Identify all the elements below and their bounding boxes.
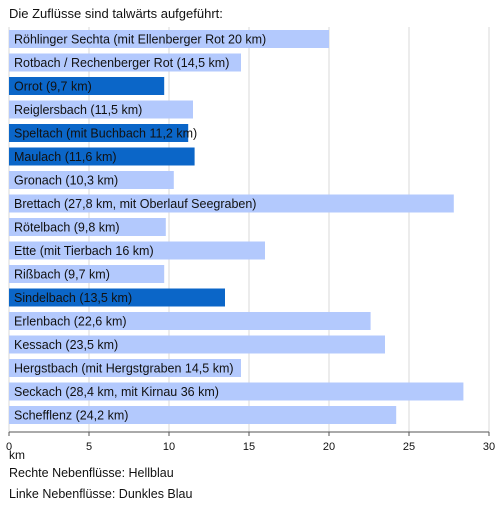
bar-label: Maulach (11,6 km) xyxy=(14,150,117,164)
bar-label: Schefflenz (24,2 km) xyxy=(14,409,128,423)
x-tick-label: 0 xyxy=(6,441,12,453)
bar-label: Sindelbach (13,5 km) xyxy=(14,291,132,305)
x-tick-label: 10 xyxy=(163,441,175,453)
x-tick-label: 15 xyxy=(243,441,255,453)
bar-labels: Röhlinger Sechta (mit Ellenberger Rot 20… xyxy=(14,33,266,423)
bar-label: Reiglersbach (11,5 km) xyxy=(14,103,142,117)
bar xyxy=(9,218,166,236)
x-tick-label: 25 xyxy=(403,441,415,453)
bar xyxy=(9,77,165,95)
bar xyxy=(9,265,165,283)
x-tick-label: 5 xyxy=(86,441,92,453)
bar-label: Erlenbach (22,6 km) xyxy=(14,315,127,329)
bar-label: Rotbach / Rechenberger Rot (14,5 km) xyxy=(14,56,229,70)
bar-label: Seckach (28,4 km, mit Kirnau 36 km) xyxy=(14,385,219,399)
bar xyxy=(9,312,371,330)
bar xyxy=(9,100,193,119)
x-axis-label: km xyxy=(9,448,25,462)
bar-label: Röhlinger Sechta (mit Ellenberger Rot 20… xyxy=(14,33,266,47)
bar xyxy=(9,241,265,260)
bar-label: Speltach (mit Buchbach 11,2 km) xyxy=(14,127,197,141)
bar xyxy=(9,288,225,307)
bar xyxy=(9,30,329,48)
bar-label: Brettach (27,8 km, mit Oberlauf Seegrabe… xyxy=(14,197,256,211)
bar xyxy=(9,335,385,354)
x-tick-label: 30 xyxy=(483,441,495,453)
bar-label: Rißbach (9,7 km) xyxy=(14,268,110,282)
bar xyxy=(9,382,464,401)
bar-label: Ette (mit Tierbach 16 km) xyxy=(14,244,154,258)
chart-title: Die Zuflüsse sind talwärts aufgeführt: xyxy=(9,6,223,21)
bar-label: Kessach (23,5 km) xyxy=(14,338,118,352)
bar xyxy=(9,124,189,142)
bar xyxy=(9,53,241,72)
bar-label: Rötelbach (9,8 km) xyxy=(14,221,120,235)
x-tick-label: 20 xyxy=(323,441,335,453)
legend-links: Linke Nebenflüsse: Dunkles Blau xyxy=(9,487,193,501)
legend-rechts: Rechte Nebenflüsse: Hellblau xyxy=(9,466,174,480)
bar xyxy=(9,194,454,213)
bar-label: Orrot (9,7 km) xyxy=(14,80,92,94)
x-axis: 0 5 10 15 20 25 30 km xyxy=(6,431,495,462)
bar-label: Hergstbach (mit Hergstgraben 14,5 km) xyxy=(14,362,234,376)
bars xyxy=(9,30,464,424)
bar xyxy=(9,147,195,166)
bar xyxy=(9,359,241,377)
bar xyxy=(9,406,397,424)
bar xyxy=(9,171,174,189)
bar-label: Gronach (10,3 km) xyxy=(14,174,118,188)
bar-chart: Röhlinger Sechta (mit Ellenberger Rot 20… xyxy=(6,27,495,462)
